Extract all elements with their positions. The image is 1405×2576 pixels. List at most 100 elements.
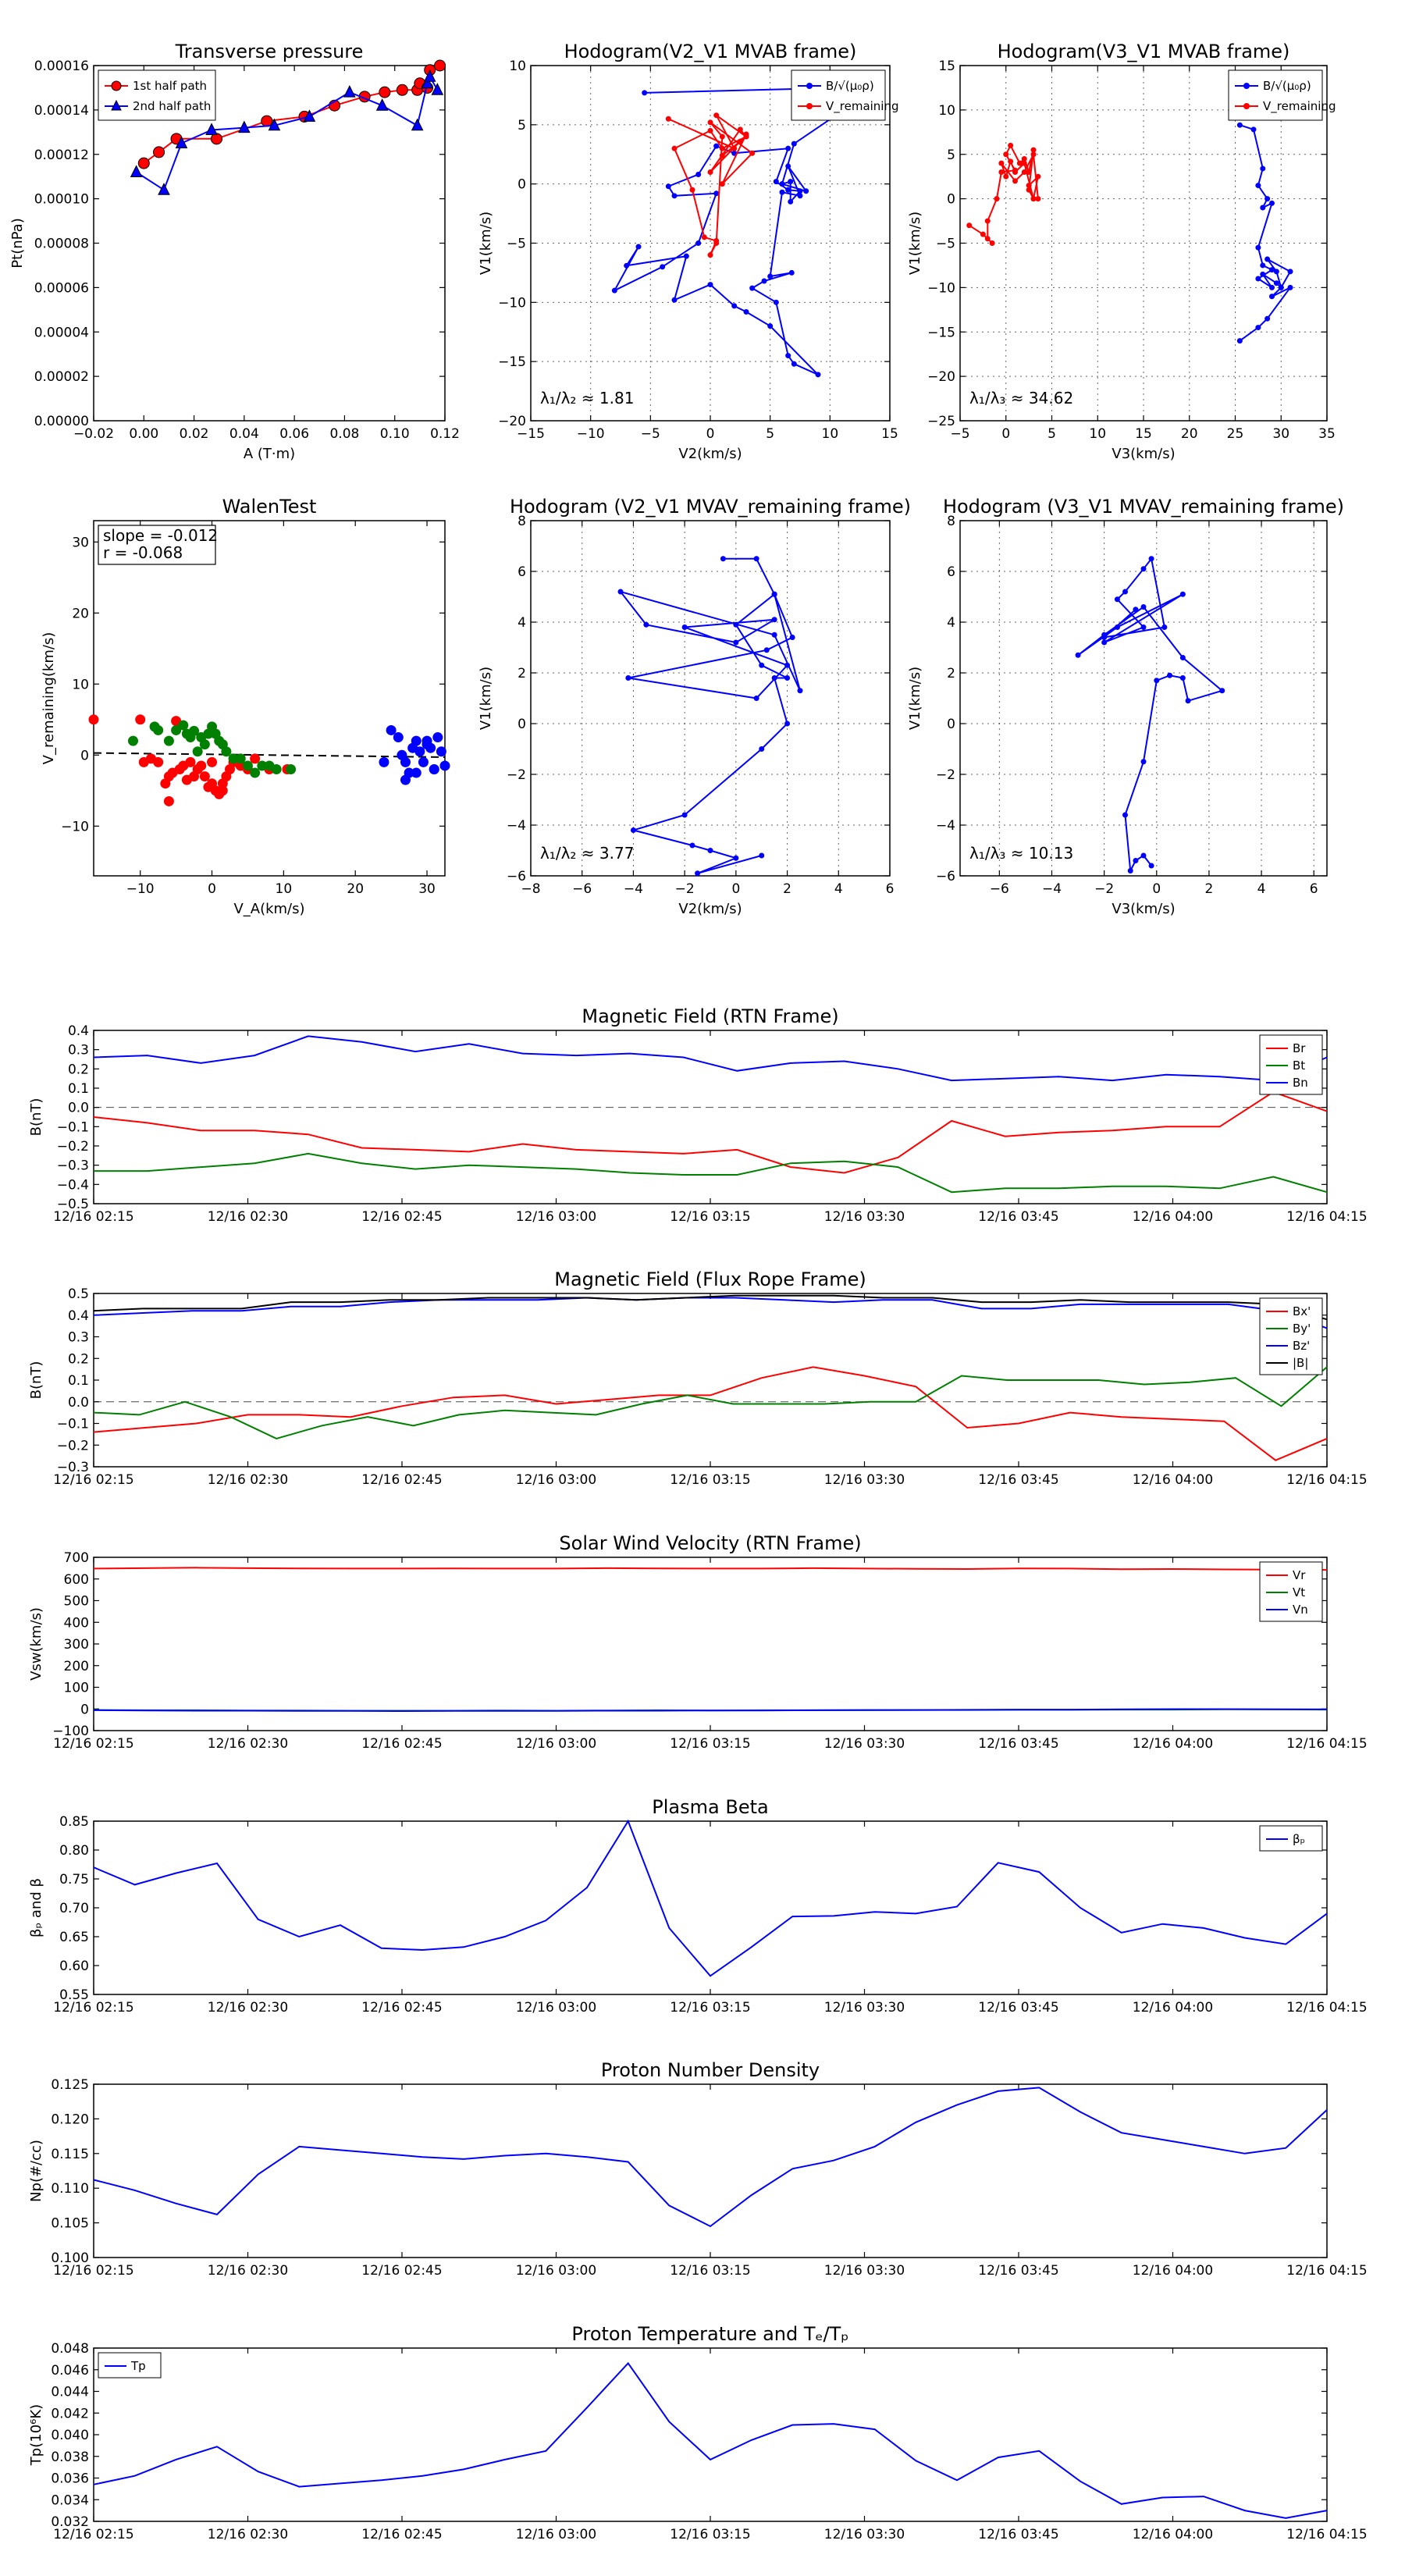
data-point	[683, 253, 689, 259]
data-point	[753, 696, 759, 701]
legend-label: Bx'	[1293, 1304, 1311, 1318]
y-tick-label: 0.1	[68, 1081, 89, 1097]
y-tick-label: 100	[64, 1681, 89, 1696]
data-point	[158, 183, 170, 195]
data-point	[763, 647, 770, 653]
data-point	[1140, 852, 1147, 859]
x-tick-label: 20	[1181, 426, 1198, 442]
x-tick-label: 12/16 02:30	[208, 1472, 288, 1488]
data-point	[1260, 165, 1266, 172]
data-point	[1035, 173, 1041, 180]
data-point	[797, 688, 803, 694]
data-point	[1021, 155, 1027, 162]
legend-box	[791, 69, 886, 121]
series-line	[93, 1035, 1328, 1082]
data-point	[617, 589, 624, 595]
x-tick-label: 12/16 02:15	[53, 1472, 133, 1488]
y-tick-label: 0.115	[51, 2147, 89, 2162]
data-point	[1269, 200, 1275, 206]
legend-label: Bt	[1293, 1059, 1305, 1073]
data-point	[707, 848, 713, 853]
y-tick-label: −15	[927, 325, 955, 340]
data-point	[1185, 698, 1191, 704]
data-point	[1236, 122, 1243, 128]
data-point	[771, 591, 777, 597]
x-tick-label: −6	[572, 881, 592, 897]
x-tick-label: 12/16 04:00	[1133, 1472, 1213, 1488]
data-point	[1260, 205, 1266, 211]
data-point	[1114, 596, 1120, 603]
data-point	[797, 188, 803, 194]
data-point	[719, 145, 725, 151]
y-tick-label: −0.3	[57, 1460, 89, 1475]
hodogram-v3v1-mvab-panel: Hodogram(V3_V1 MVAB frame) −25 −20 −15 −10 −5…	[907, 41, 1336, 462]
y-tick-label: 2	[518, 666, 526, 681]
hodogram-v2v1-mvab-panel: Hodogram(V2_V1 MVAB frame)−20−15−10−5051…	[478, 41, 899, 462]
x-tick-label: 12/16 04:00	[1133, 2263, 1213, 2279]
data-point	[1114, 624, 1120, 630]
data-point	[1122, 589, 1128, 595]
y-axis-label: Vsw(km/s)	[28, 1607, 44, 1681]
data-point	[707, 282, 713, 288]
data-point	[797, 193, 803, 199]
x-tick-label: 12/16 02:30	[208, 2527, 288, 2542]
data-point	[695, 240, 702, 246]
chart-title: Magnetic Field (Flux Rope Frame)	[554, 1268, 866, 1290]
legend-label: Bz'	[1293, 1339, 1310, 1353]
y-axis-label: B(nT)	[28, 1361, 44, 1400]
data-point	[286, 764, 297, 774]
x-tick-label: 12/16 02:15	[53, 2263, 133, 2279]
data-point	[1021, 169, 1027, 175]
y-tick-label: 0.0	[68, 1101, 89, 1116]
x-tick-label: 12/16 03:30	[824, 1736, 905, 1752]
legend-label: Br	[1293, 1041, 1306, 1055]
x-tick-label: 0	[208, 881, 216, 897]
data-point	[1179, 655, 1186, 660]
x-tick-label: 0.00	[129, 426, 158, 442]
y-tick-label: 0.75	[59, 1872, 89, 1888]
data-point	[431, 83, 444, 95]
data-point	[671, 297, 678, 303]
data-point	[713, 190, 720, 197]
data-point	[189, 771, 200, 782]
y-axis-label: βₚ and β	[28, 1878, 44, 1937]
x-tick-label: 12/16 03:00	[516, 2000, 596, 2016]
data-point	[414, 746, 425, 757]
series-line	[93, 2361, 1328, 2519]
data-point	[1179, 675, 1186, 681]
data-point	[1030, 147, 1037, 153]
y-tick-label: 0.042	[51, 2406, 89, 2421]
legend-label: βₚ	[1293, 1832, 1305, 1846]
x-tick-label: 12/16 03:00	[516, 2263, 596, 2279]
x-tick-label: 0.12	[430, 426, 460, 442]
y-tick-label: 0.040	[51, 2428, 89, 2443]
data-point	[1101, 635, 1108, 640]
data-point	[643, 621, 649, 628]
y-tick-label: −10	[927, 280, 955, 296]
y-tick-label: −6	[936, 869, 955, 884]
x-tick-label: 6	[1310, 881, 1318, 897]
data-point	[681, 624, 688, 630]
y-tick-label: 0.65	[59, 1930, 89, 1945]
x-tick-label: 30	[1272, 426, 1289, 442]
series-line	[1077, 557, 1224, 873]
y-tick-label: 0.105	[51, 2216, 89, 2232]
x-tick-label: 15	[1135, 426, 1152, 442]
y-tick-label: −2	[936, 767, 955, 783]
y-tick-label: 300	[64, 1637, 89, 1653]
y-tick-label: 0.110	[51, 2181, 89, 2197]
legend-label: Bn	[1293, 1076, 1308, 1090]
y-tick-label: 5	[518, 118, 526, 133]
x-tick-label: 12/16 03:30	[824, 2527, 905, 2542]
data-point	[719, 181, 725, 187]
x-axis-label: V3(km/s)	[1112, 901, 1175, 917]
y-tick-label: −25	[927, 414, 955, 429]
data-point	[153, 756, 164, 767]
data-point	[671, 145, 678, 151]
data-point	[984, 218, 991, 224]
data-point	[788, 269, 795, 276]
data-point	[624, 262, 630, 269]
x-tick-label: 12/16 03:15	[670, 2000, 750, 2016]
data-point	[759, 662, 765, 668]
y-tick-label: 0.034	[51, 2492, 89, 2508]
